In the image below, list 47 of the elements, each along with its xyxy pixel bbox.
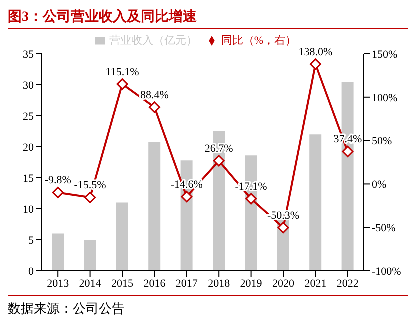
data-label: 88.4% — [140, 89, 169, 102]
point — [116, 78, 128, 90]
point — [213, 155, 225, 167]
y2-tick-label: -50% — [372, 222, 396, 235]
bar — [310, 134, 322, 271]
point — [342, 146, 354, 158]
y-tick-label: 5 — [28, 234, 34, 247]
y2-tick-label: 50% — [372, 136, 392, 148]
data-label: 138.0% — [298, 46, 333, 58]
point — [148, 102, 160, 114]
y-tick-label: 15 — [23, 172, 34, 185]
point — [310, 58, 322, 70]
data-label: -9.8% — [44, 174, 72, 187]
y2-tick-label: 150% — [372, 48, 398, 61]
x-tick-label: 2020 — [272, 278, 295, 290]
y-tick-label: 30 — [23, 80, 34, 92]
chart-title: 图3：公司营业收入及同比增速 — [8, 8, 408, 29]
y-tick-label: 25 — [23, 110, 34, 123]
y2-tick-label: -100% — [372, 266, 402, 278]
x-tick-label: 2017 — [176, 278, 198, 290]
x-tick-label: 2018 — [208, 278, 231, 290]
y2-tick-label: 0% — [372, 179, 387, 192]
y2-tick-label: 100% — [372, 92, 398, 104]
x-tick-label: 2016 — [144, 278, 166, 290]
point — [246, 193, 258, 205]
point — [181, 191, 193, 203]
bar — [148, 142, 161, 271]
x-tick-label: 2015 — [112, 278, 134, 290]
legend-label: 同比（%，右） — [221, 35, 297, 47]
y-tick-label: 10 — [23, 204, 34, 216]
point — [52, 186, 64, 198]
bar — [116, 202, 128, 271]
x-tick-label: 2021 — [304, 278, 327, 290]
y-tick-label: 35 — [23, 48, 34, 61]
x-tick-label: 2013 — [47, 278, 70, 290]
x-tick-label: 2022 — [336, 278, 359, 290]
x-tick-label: 2014 — [79, 278, 102, 290]
source-note: 数据来源：公司公告 — [8, 300, 126, 318]
data-label: 115.1% — [106, 66, 140, 78]
y-tick-label: 20 — [23, 142, 34, 154]
data-label: 26.7% — [204, 143, 234, 156]
bar — [84, 240, 96, 271]
x-tick-label: 2019 — [240, 278, 263, 290]
point — [84, 192, 96, 204]
bar — [52, 234, 64, 271]
point — [278, 222, 290, 234]
y-tick-label: 0 — [28, 266, 34, 278]
